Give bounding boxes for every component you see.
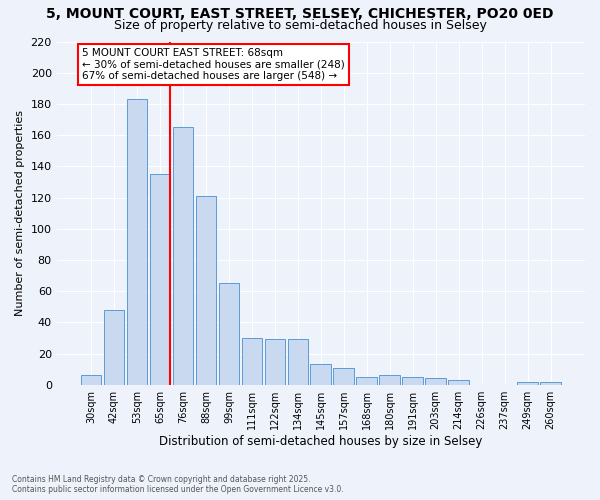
Text: 5, MOUNT COURT, EAST STREET, SELSEY, CHICHESTER, PO20 0ED: 5, MOUNT COURT, EAST STREET, SELSEY, CHI… xyxy=(46,8,554,22)
Bar xyxy=(541,382,561,384)
Bar xyxy=(265,340,285,384)
Bar xyxy=(356,377,377,384)
Bar xyxy=(80,376,101,384)
Bar xyxy=(379,376,400,384)
Bar xyxy=(149,174,170,384)
Text: Size of property relative to semi-detached houses in Selsey: Size of property relative to semi-detach… xyxy=(113,18,487,32)
Bar xyxy=(196,196,216,384)
Bar xyxy=(287,340,308,384)
Bar xyxy=(334,368,354,384)
Bar xyxy=(425,378,446,384)
Bar xyxy=(448,380,469,384)
Text: 5 MOUNT COURT EAST STREET: 68sqm
← 30% of semi-detached houses are smaller (248): 5 MOUNT COURT EAST STREET: 68sqm ← 30% o… xyxy=(82,48,344,81)
Bar xyxy=(517,382,538,384)
Bar xyxy=(127,99,148,384)
Bar xyxy=(310,364,331,384)
Bar xyxy=(242,338,262,384)
Bar xyxy=(104,310,124,384)
Bar xyxy=(403,377,423,384)
Bar xyxy=(218,284,239,384)
Text: Contains HM Land Registry data © Crown copyright and database right 2025.
Contai: Contains HM Land Registry data © Crown c… xyxy=(12,474,344,494)
Bar xyxy=(173,128,193,384)
Y-axis label: Number of semi-detached properties: Number of semi-detached properties xyxy=(15,110,25,316)
X-axis label: Distribution of semi-detached houses by size in Selsey: Distribution of semi-detached houses by … xyxy=(159,434,482,448)
